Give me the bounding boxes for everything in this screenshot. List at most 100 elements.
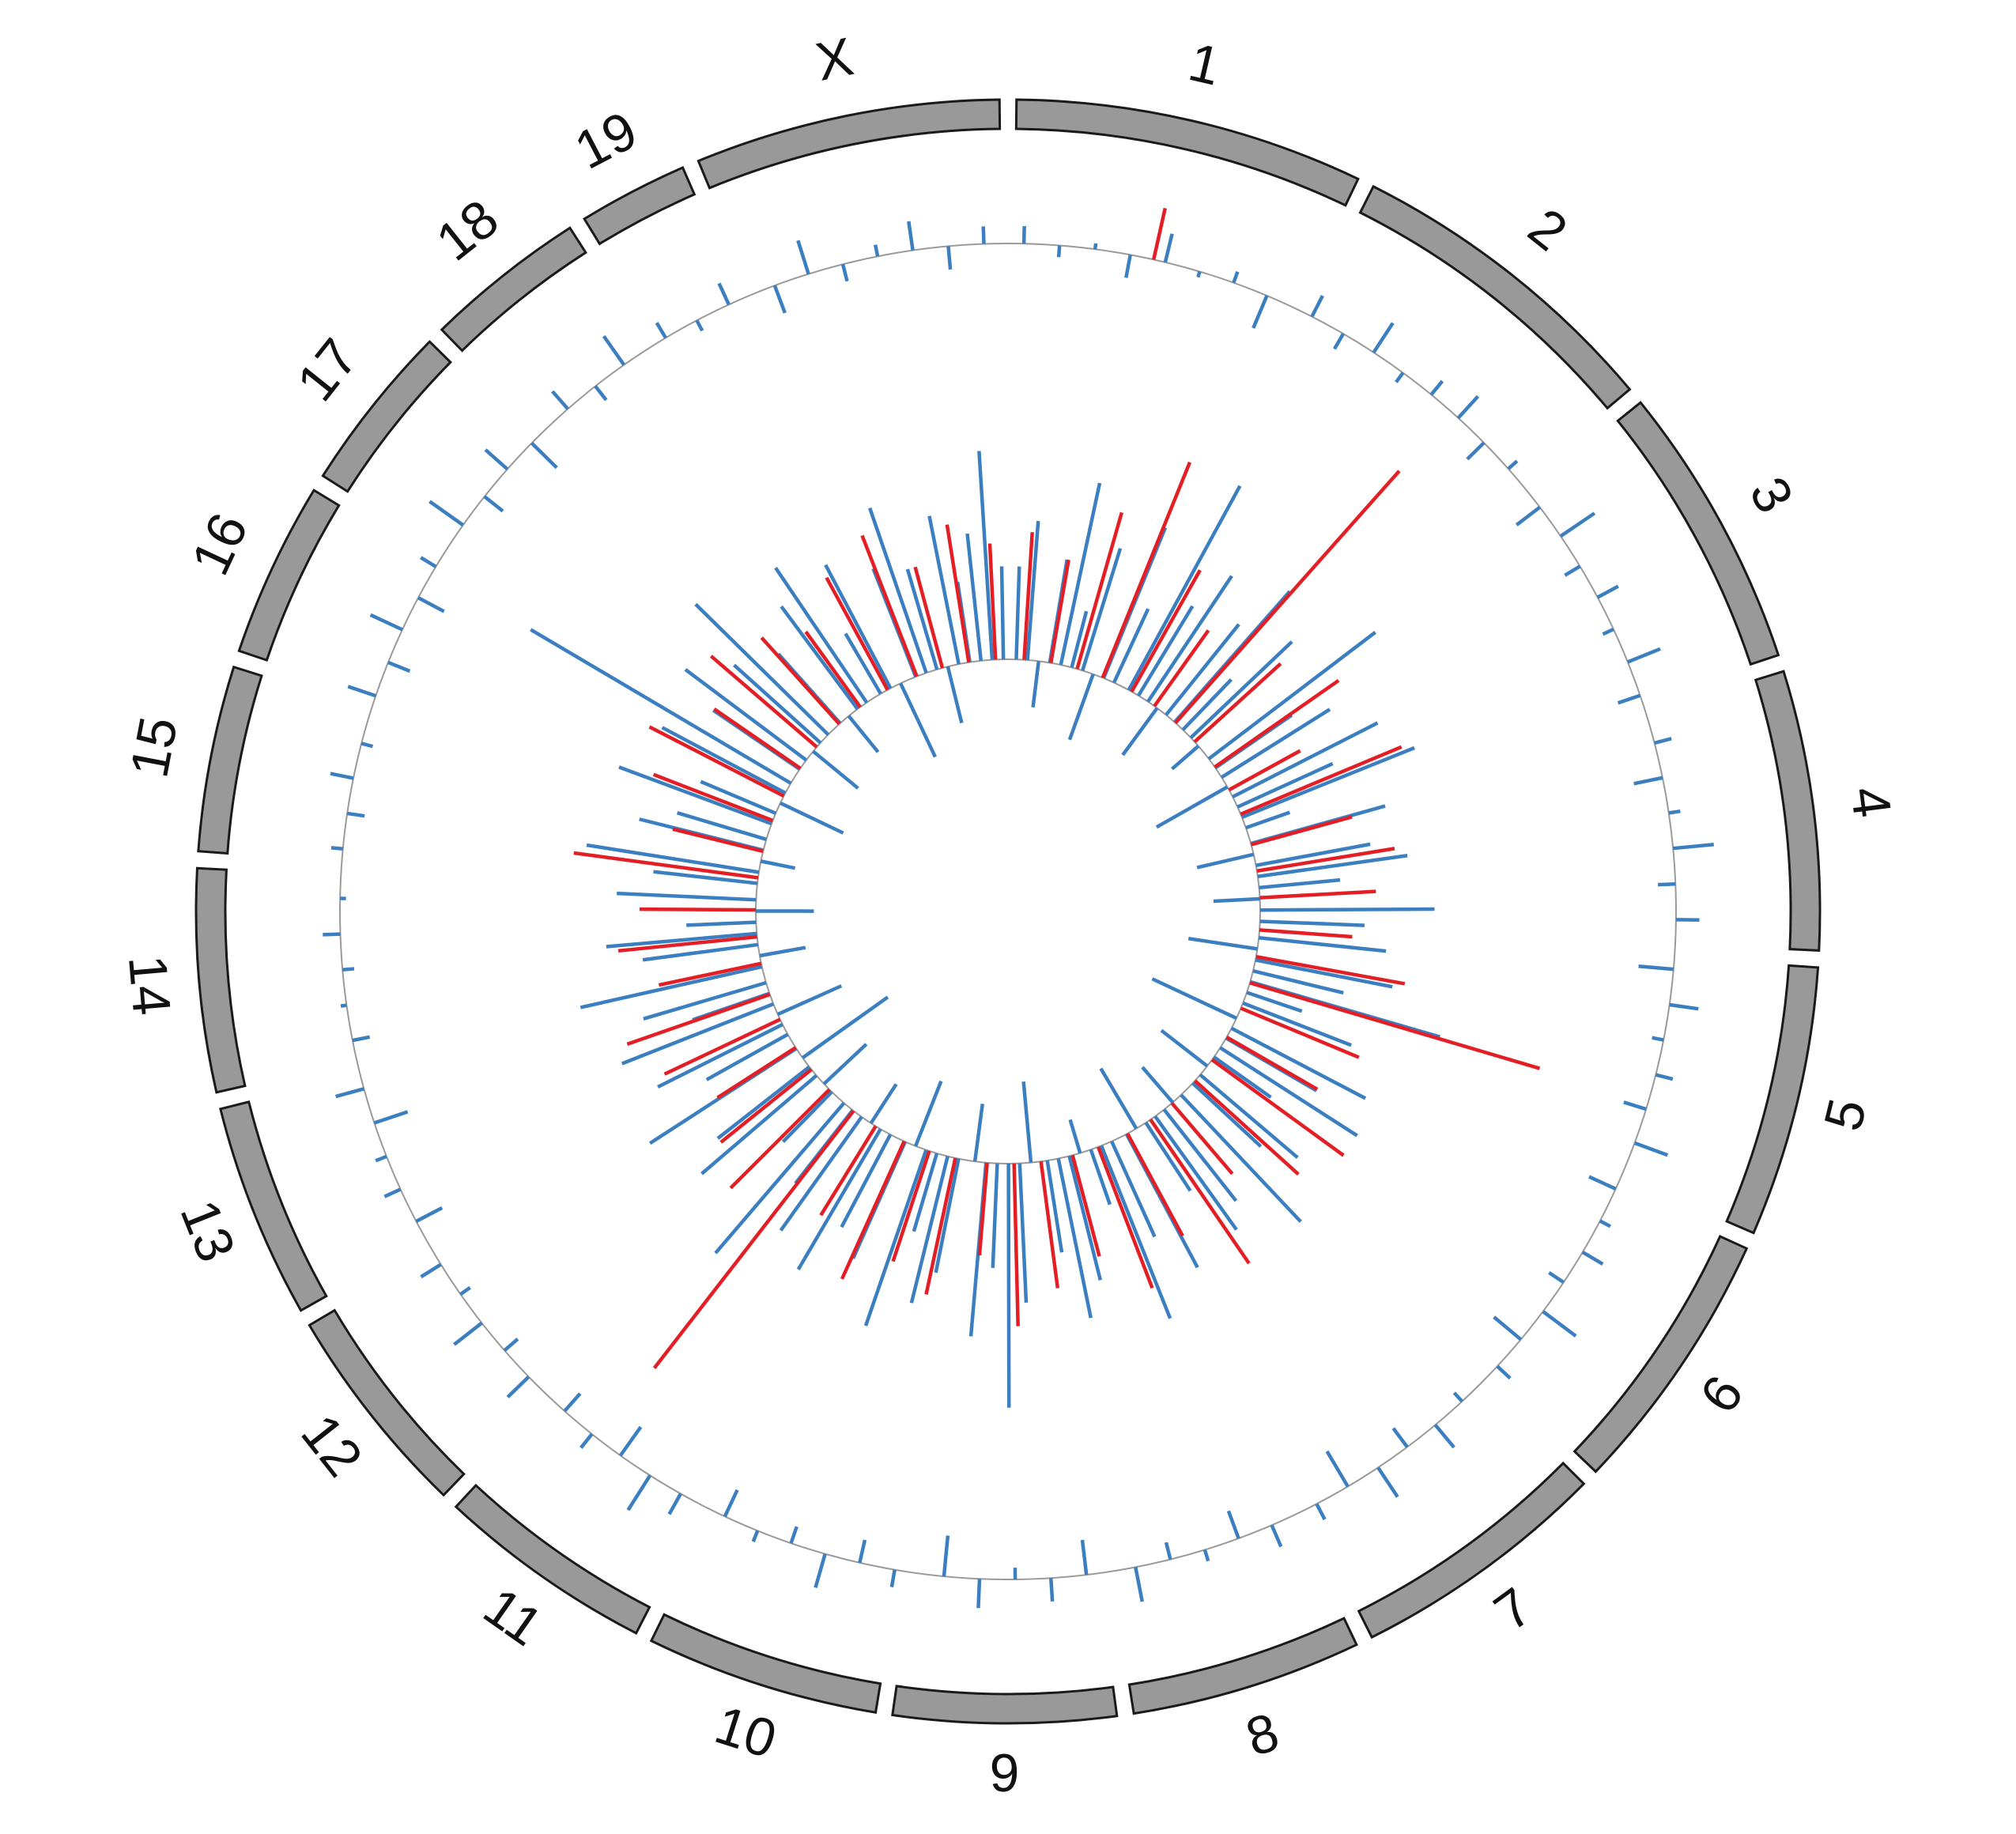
chromosome-segment (454, 1483, 651, 1635)
bar (819, 1125, 878, 1217)
bar (617, 891, 757, 902)
bar (1588, 1175, 1617, 1191)
bar (733, 663, 822, 745)
bar (801, 995, 889, 1059)
bar (1130, 569, 1202, 693)
chromosome-label: 6 (1689, 1365, 1755, 1424)
bar (1141, 1066, 1175, 1104)
bar (723, 1489, 739, 1518)
bar (1507, 459, 1519, 470)
chromosome-label: 2 (1517, 197, 1578, 262)
bar (781, 1090, 833, 1143)
bar (825, 576, 889, 691)
bar (1031, 661, 1040, 708)
bar (1658, 881, 1676, 887)
bar (594, 385, 608, 402)
bar (1006, 1163, 1011, 1408)
bar (1654, 737, 1672, 745)
bar (1310, 295, 1324, 318)
bar (573, 851, 759, 880)
bar (1466, 441, 1486, 461)
bar (530, 441, 558, 470)
bar (814, 1553, 827, 1589)
chromosome-label: 7 (1484, 1576, 1543, 1643)
bar (789, 1526, 798, 1544)
bar (946, 246, 953, 270)
bar (1633, 1141, 1669, 1157)
bar (1270, 1524, 1283, 1548)
bar (913, 566, 945, 669)
bar (1259, 889, 1376, 900)
chromosome-segment (440, 226, 587, 353)
bar (617, 934, 757, 953)
bar (694, 602, 830, 736)
bar (1256, 847, 1395, 873)
bar (1049, 1578, 1055, 1602)
bar (1152, 207, 1167, 260)
bar (580, 1432, 594, 1449)
bar (580, 964, 763, 1009)
bar (369, 613, 403, 632)
bar (1191, 1081, 1263, 1148)
bar (780, 801, 844, 835)
bar (1433, 1424, 1455, 1449)
chromosome-segment (1127, 1617, 1358, 1715)
bar (1093, 243, 1098, 250)
bar (361, 742, 374, 749)
bar (1196, 852, 1255, 870)
bar (924, 1157, 957, 1295)
bar (420, 556, 437, 568)
chromosome-segment (1572, 1234, 1749, 1474)
bar (676, 811, 767, 841)
bar (1022, 532, 1034, 660)
chromosome-segment (1358, 184, 1632, 410)
bar (346, 811, 365, 818)
bar (822, 1043, 868, 1085)
bar (1515, 505, 1542, 526)
bar (779, 1115, 863, 1232)
bar (942, 1535, 950, 1577)
bar (1067, 1155, 1103, 1281)
bar (330, 846, 343, 851)
bar (652, 772, 774, 823)
bar (713, 708, 802, 770)
chromosome-label: 8 (1239, 1702, 1285, 1768)
chromosome-label: 5 (1813, 1093, 1878, 1137)
bar (868, 507, 928, 674)
bar (563, 1392, 582, 1413)
bar (1219, 1046, 1358, 1138)
bar (796, 240, 810, 275)
bar (913, 1080, 943, 1147)
bar (840, 1140, 906, 1280)
bar (1180, 1093, 1302, 1223)
bar (506, 1375, 530, 1398)
bar (891, 1150, 931, 1262)
bar (700, 1074, 818, 1175)
bar (905, 568, 939, 670)
bar (657, 1022, 783, 1089)
bar (1255, 958, 1393, 989)
bar (1250, 815, 1353, 847)
chromosome-label: 1 (1184, 32, 1226, 97)
chromosome-label: 19 (565, 100, 646, 180)
bar (1395, 372, 1405, 383)
chromosome-segment (237, 489, 341, 662)
bar (1581, 1250, 1604, 1266)
bar (1228, 749, 1301, 792)
bar (684, 668, 808, 762)
bar (1171, 745, 1200, 771)
bar (1249, 981, 1541, 1070)
chromosome-label: 12 (289, 1403, 374, 1487)
bar (1194, 1079, 1300, 1176)
bar (999, 566, 1006, 660)
bar (1259, 877, 1341, 890)
bar (1599, 1219, 1611, 1228)
bar (1096, 1146, 1154, 1289)
bar (387, 660, 411, 674)
bar (1559, 511, 1596, 538)
bar (1259, 928, 1353, 939)
bar (658, 961, 762, 987)
bar (1220, 708, 1331, 779)
bar (1232, 721, 1379, 799)
bar (1673, 843, 1715, 851)
